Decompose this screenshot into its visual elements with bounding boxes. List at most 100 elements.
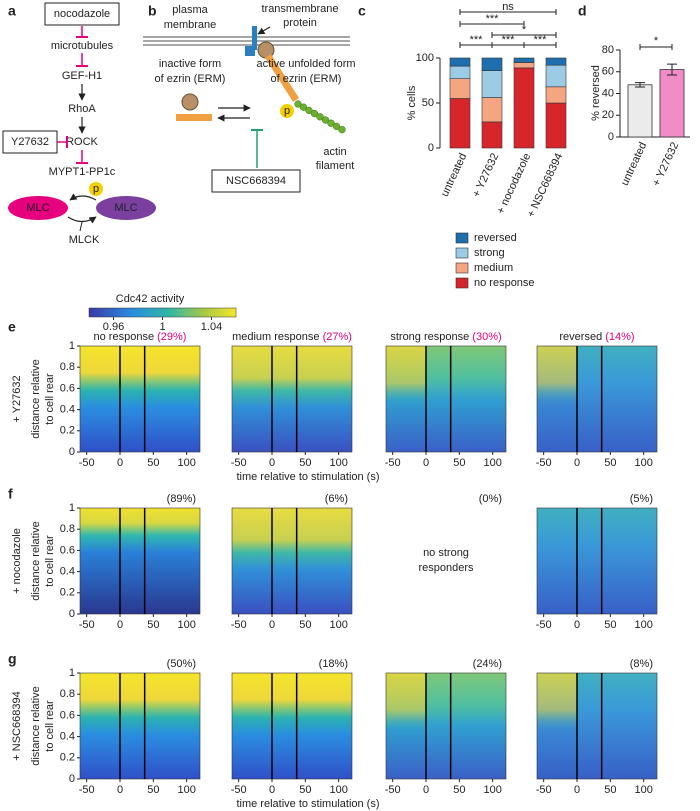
note: responders: [418, 562, 474, 574]
x-tick-label: 0: [423, 457, 429, 469]
x-tick-label: + Y27632: [471, 151, 502, 199]
heatmap: [232, 673, 352, 779]
bar-segment: [513, 57, 535, 63]
transmembrane-protein: [252, 26, 257, 50]
bar-segment: [481, 121, 503, 149]
y-axis-label: to cell rear: [44, 535, 56, 587]
heatmap-frame: [231, 507, 353, 615]
arrow: [69, 193, 97, 201]
bar-segment: [513, 62, 535, 69]
actin-bead: [299, 103, 308, 111]
bar: [659, 69, 685, 138]
x-tick-label: 100: [634, 784, 652, 796]
x-tick-label: 50: [147, 457, 159, 469]
x-tick-label: 50: [299, 457, 311, 469]
y-axis-label: % reversed: [590, 65, 602, 121]
x-tick-label: 100: [634, 619, 652, 631]
error-bar: [667, 63, 677, 76]
legend-label: reversed: [474, 232, 517, 244]
phospho: [89, 182, 103, 196]
x-tick-label: 50: [604, 619, 616, 631]
heatmap: [80, 346, 200, 452]
panel-title: strong response (30%): [390, 331, 501, 343]
bar-segment: [449, 57, 471, 67]
x-tick-label: 50: [453, 457, 465, 469]
x-axis-label: time relative to stimulation (s): [236, 471, 379, 483]
label: active unfolded form: [256, 58, 355, 70]
x-tick-label: 50: [147, 619, 159, 631]
x-tick-label: -50: [79, 784, 95, 796]
row-label: + nocodazole: [11, 528, 23, 594]
x-tick-label: 50: [604, 457, 616, 469]
actin-bead: [338, 125, 346, 134]
legend-label: medium: [474, 262, 513, 274]
x-tick-label: 100: [483, 784, 501, 796]
x-tick-label: + nocodazole: [495, 151, 534, 216]
y-tick-label: 0.6: [60, 709, 75, 721]
y-tick-label: 40: [602, 87, 614, 99]
actin-bead: [321, 116, 330, 124]
node: MYPT1-PP1c: [49, 166, 116, 178]
y-tick-label: 0.2: [60, 752, 75, 764]
panel-percent: (14%): [605, 331, 634, 343]
x-tick-label: -50: [536, 619, 552, 631]
phospho-label: p: [284, 105, 290, 117]
y-tick-label: 1: [69, 667, 75, 679]
x-tick-label: 0: [269, 784, 275, 796]
significance-label: ***: [486, 13, 500, 25]
panel-title-text: reversed: [559, 331, 602, 343]
legend-swatch: [455, 247, 469, 259]
legend-label: no response: [474, 277, 535, 289]
panel-title: medium response (27%): [232, 331, 352, 343]
heatmap-frame: [79, 672, 201, 780]
x-tick-label: 0: [117, 784, 123, 796]
colorbar-tick-label: 1: [159, 321, 165, 333]
x-tick-label: 100: [634, 457, 652, 469]
panel-label: a: [8, 3, 16, 19]
x-tick-label: 100: [177, 619, 195, 631]
y-axis-label: distance relative: [30, 521, 42, 601]
panel-label: d: [578, 3, 587, 19]
panel-title-text: medium response: [232, 331, 319, 343]
y-tick-label: 0.6: [60, 382, 75, 394]
x-tick-label: -50: [385, 457, 401, 469]
x-tick-label: 0: [574, 619, 580, 631]
x-tick-label: 0: [117, 457, 123, 469]
significance-label: ***: [502, 34, 516, 46]
heatmap-frame: [231, 672, 353, 780]
heatmap-frame: [536, 507, 658, 615]
x-tick-label: 50: [453, 784, 465, 796]
heatmap-frame: [536, 345, 658, 453]
significance-label: *: [522, 24, 527, 36]
row-label: + NSC668394: [11, 691, 23, 760]
inhibitor-box: [44, 2, 120, 26]
y-tick-label: 0.8: [60, 523, 75, 535]
panel-percent: (89%): [167, 493, 196, 505]
x-tick-label: 0: [269, 457, 275, 469]
actin-bead: [294, 100, 302, 108]
bar-segment: [545, 57, 567, 66]
bar-segment: [545, 102, 567, 149]
label: NSC668394: [226, 175, 286, 187]
label: transmembrane: [261, 3, 338, 15]
y-tick-label: 1: [69, 502, 75, 514]
panel-percent: (24%): [473, 658, 502, 670]
actin-bead: [316, 113, 324, 121]
significance-label: ***: [534, 34, 548, 46]
bar: [627, 84, 653, 138]
heatmap: [80, 673, 200, 779]
inhibitor-box: [211, 169, 301, 193]
panel-label: e: [8, 319, 16, 335]
node: MLCK: [69, 234, 100, 246]
y-tick-label: 60: [602, 66, 614, 78]
y-axis-label: distance relative: [30, 359, 42, 439]
y-tick-label: 0.2: [60, 425, 75, 437]
panel-label: g: [8, 651, 17, 667]
phospho-label: p: [93, 183, 99, 195]
node: MLC: [26, 202, 49, 214]
node: MLC: [114, 202, 137, 214]
node: ROCK: [66, 136, 98, 148]
y-tick-label: 0.4: [60, 404, 75, 416]
heatmap-overlay: [537, 346, 577, 452]
x-tick-label: + NSC668394: [525, 151, 565, 219]
